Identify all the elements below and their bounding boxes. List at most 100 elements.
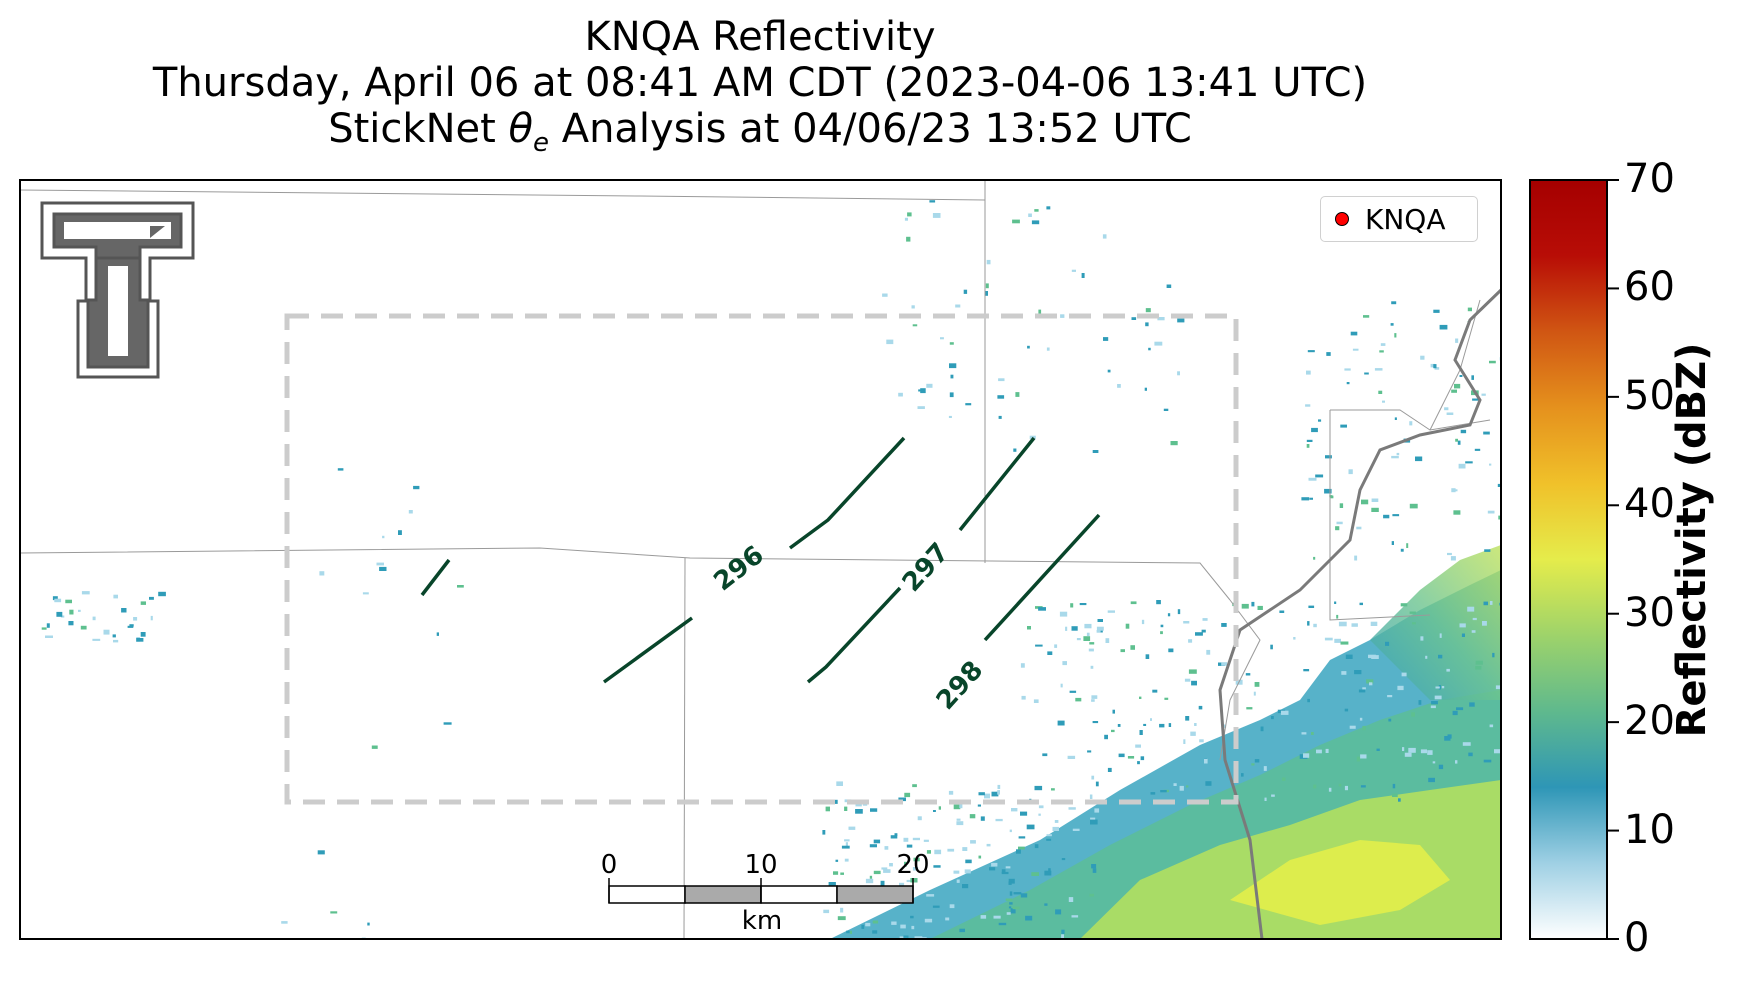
reflectivity-speckle xyxy=(845,842,848,847)
reflectivity-speckle xyxy=(1096,630,1101,633)
reflectivity-speckle xyxy=(1392,783,1396,789)
scale-label-20: 20 xyxy=(896,850,930,880)
reflectivity-speckle xyxy=(978,855,982,859)
reflectivity-speckle xyxy=(1177,371,1180,376)
reflectivity-speckle xyxy=(1071,626,1078,631)
reflectivity-speckle xyxy=(337,468,344,471)
reflectivity-speckle xyxy=(1351,623,1358,627)
reflectivity-speckle xyxy=(1305,404,1311,407)
reflectivity-speckle xyxy=(1392,793,1398,797)
reflectivity-speckle xyxy=(1465,461,1473,464)
reflectivity-speckle xyxy=(970,840,976,844)
reflectivity-speckle xyxy=(1358,689,1366,693)
reflectivity-speckle xyxy=(1391,455,1399,459)
reflectivity-speckle xyxy=(1409,611,1416,614)
reflectivity-speckle xyxy=(1097,619,1103,622)
reflectivity-speckle xyxy=(1345,654,1353,659)
reflectivity-speckle xyxy=(1117,724,1121,727)
reflectivity-speckle xyxy=(1145,654,1150,659)
reflectivity-speckle xyxy=(923,839,929,842)
reflectivity-speckle xyxy=(855,802,862,807)
reflectivity-speckle xyxy=(1143,723,1147,726)
reflectivity-speckle xyxy=(1430,705,1436,709)
texas-tech-logo xyxy=(40,201,195,379)
reflectivity-speckle xyxy=(140,632,146,637)
reflectivity-speckle xyxy=(1472,398,1479,401)
reflectivity-speckle xyxy=(1441,686,1445,689)
reflectivity-speckle xyxy=(1090,817,1096,822)
contour-296 xyxy=(602,436,906,684)
reflectivity-speckle xyxy=(1044,870,1052,876)
reflectivity-speckle xyxy=(844,839,850,842)
county-line-north xyxy=(20,189,986,201)
reflectivity-speckle xyxy=(281,921,288,924)
reflectivity-speckle xyxy=(1068,897,1074,902)
reflectivity-speckle xyxy=(69,609,74,615)
reflectivity-speckle xyxy=(934,849,942,855)
reflectivity-speckle xyxy=(1046,838,1052,841)
reflectivity-speckle xyxy=(1483,431,1490,435)
reflectivity-speckle xyxy=(1099,629,1103,633)
reflectivity-speckle xyxy=(953,870,960,874)
colorbar-tick-label-70: 70 xyxy=(1624,156,1675,202)
reflectivity-speckle xyxy=(1107,610,1115,613)
reflectivity-speckle xyxy=(1318,419,1322,422)
reflectivity-speckle xyxy=(1308,605,1315,608)
reflectivity-speckle xyxy=(912,867,919,871)
reflectivity-speckle xyxy=(1340,424,1347,428)
reflectivity-speckle xyxy=(1145,322,1149,327)
reflectivity-speckle xyxy=(823,909,830,914)
reflectivity-speckle xyxy=(121,608,127,613)
reflectivity-speckle xyxy=(41,627,47,630)
reflectivity-speckle xyxy=(1431,701,1438,705)
reflectivity-speckle xyxy=(985,291,988,296)
reflectivity-speckle xyxy=(1279,610,1285,613)
reflectivity-speckle xyxy=(1453,489,1458,492)
reflectivity-speckle xyxy=(1150,718,1152,721)
reflectivity-speckle xyxy=(1042,753,1048,757)
reflectivity-speckle xyxy=(903,935,909,938)
reflectivity-speckle xyxy=(917,406,925,409)
reflectivity-speckle xyxy=(1420,355,1425,360)
reflectivity-speckle xyxy=(1471,630,1476,633)
reflectivity-speckle xyxy=(60,615,65,618)
reflectivity-speckle xyxy=(1046,834,1052,837)
reflectivity-speckle xyxy=(1400,603,1408,607)
reflectivity-speckle xyxy=(80,625,87,630)
title-analysis: StickNet θe Analysis at 04/06/23 13:52 U… xyxy=(20,106,1500,166)
reflectivity-speckle xyxy=(1362,725,1366,731)
reflectivity-speckle xyxy=(1446,668,1450,672)
reflectivity-speckle xyxy=(1438,764,1444,770)
reflectivity-speckle xyxy=(1038,805,1044,809)
reflectivity-speckle xyxy=(1489,601,1493,605)
reflectivity-speckle xyxy=(949,392,954,398)
reflectivity-speckle xyxy=(158,591,166,597)
contour-296-short xyxy=(420,558,451,597)
reflectivity-speckle xyxy=(1102,234,1107,239)
reflectivity-speckle xyxy=(1438,685,1441,690)
reflectivity-speckle xyxy=(906,879,912,883)
reflectivity-speckle xyxy=(1204,758,1208,764)
reflectivity-speckle xyxy=(1094,808,1100,813)
reflectivity-speckle xyxy=(1111,729,1115,733)
reflectivity-speckle xyxy=(1397,685,1404,691)
reflectivity-speckle xyxy=(898,797,906,802)
reflectivity-speckle xyxy=(1383,514,1390,519)
reflectivity-speckle xyxy=(1001,871,1009,875)
reflectivity-speckle xyxy=(1038,813,1041,816)
reflectivity-speckle xyxy=(1336,521,1343,525)
reflectivity-speckle xyxy=(1127,756,1135,759)
county-line-middle xyxy=(20,547,1231,601)
reflectivity-speckle xyxy=(1325,455,1332,459)
reflectivity-speckle xyxy=(1344,785,1348,791)
reflectivity-speckle xyxy=(1075,697,1082,702)
reflectivity-speckle xyxy=(1008,906,1012,909)
reflectivity-speckle xyxy=(1418,700,1422,705)
reflectivity-speckle xyxy=(894,833,898,836)
reflectivity-speckle xyxy=(1391,541,1394,545)
reflectivity-speckle xyxy=(1360,754,1367,759)
reflectivity-speckle xyxy=(1469,702,1475,707)
county-line-east xyxy=(1330,409,1491,431)
reflectivity-speckle xyxy=(865,878,874,884)
reflectivity-speckle xyxy=(1324,637,1333,641)
